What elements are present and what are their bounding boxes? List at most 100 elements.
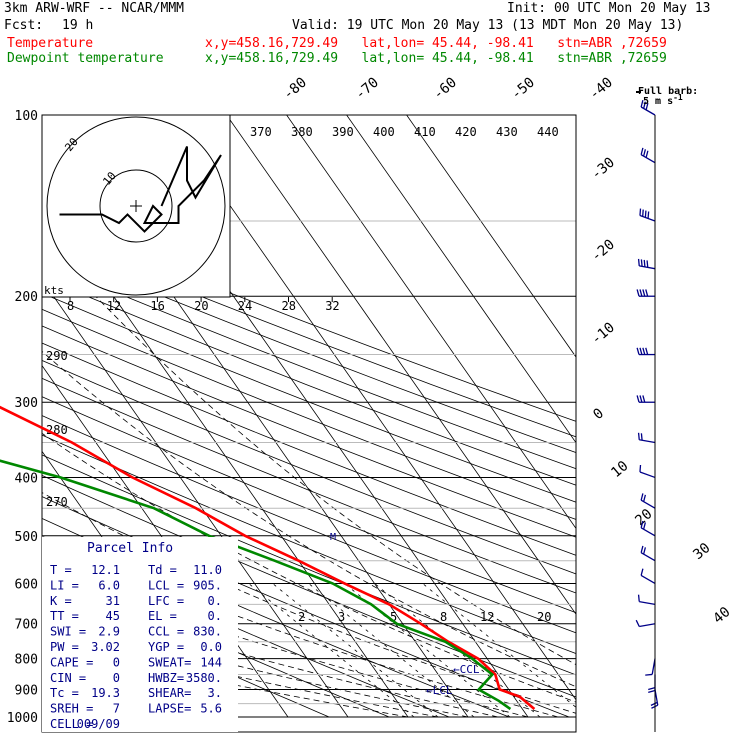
plot-frame xyxy=(41,114,577,733)
parcel-info-cell: 0. xyxy=(208,594,222,608)
hodograph-ring-outer xyxy=(46,116,226,296)
parcel-info-cell: 905. xyxy=(193,578,222,592)
isotherm-label: -70 xyxy=(352,75,382,104)
theta-label: 380 xyxy=(291,125,313,139)
parcel-info-cell: CCL = xyxy=(148,625,184,639)
mixing-ratio-label: 2 xyxy=(298,610,305,624)
forecast-label: Fcst: xyxy=(4,18,44,33)
parcel-info-cell: 0 xyxy=(113,671,120,685)
theta-label: 290 xyxy=(46,349,68,363)
wind-barb-flag xyxy=(645,289,649,297)
pressure-tick-label: 600 xyxy=(15,577,38,592)
parcel-info-cell: 3. xyxy=(208,686,222,700)
wind-barb-flag xyxy=(637,432,640,440)
theta-label: 410 xyxy=(414,125,436,139)
wind-barb-flag xyxy=(642,209,644,217)
sounding-series xyxy=(0,405,536,711)
mixing-ratio-label: 8 xyxy=(440,610,447,624)
parcel-info-cell: 31 xyxy=(106,594,120,608)
isotherm-label: -40 xyxy=(586,75,616,104)
ccl-marker: ←CCL xyxy=(453,663,480,676)
parcel-info-cell: SREH = xyxy=(50,702,93,716)
wind-barb-flag xyxy=(640,568,644,576)
theta-label: 440 xyxy=(537,125,559,139)
hodograph-inset: 10 20 xyxy=(41,114,231,298)
mixing-ratio-label: 12 xyxy=(480,610,494,624)
wind-barb-flag xyxy=(640,433,643,441)
wind-barb-flag xyxy=(644,210,647,218)
isotherm-line xyxy=(42,279,349,718)
speed-tick-label: 12 xyxy=(107,299,121,313)
theta-label: 370 xyxy=(250,125,272,139)
isotherm-label: 0 xyxy=(590,405,607,423)
wind-barb-flag xyxy=(639,208,642,216)
theta-label: 270 xyxy=(46,495,68,509)
parcel-info-cell: SWEAT= xyxy=(148,655,191,669)
moist-adiabat xyxy=(42,594,499,718)
speed-axis: kts 8 12 16 20 24 28 32 xyxy=(44,284,340,313)
mixing-ratio-line xyxy=(422,583,576,708)
isotherm-label: 20 xyxy=(632,506,655,529)
isotherm-line xyxy=(226,115,576,615)
speed-tick-label: 8 xyxy=(67,299,74,313)
wind-barb-staff xyxy=(639,623,656,628)
wind-barb-flag xyxy=(642,289,646,297)
dewpoint-legend: Dewpoint temperature xyxy=(7,51,164,66)
speed-tick-label: 16 xyxy=(150,299,164,313)
speed-tick-label: 32 xyxy=(325,299,339,313)
wind-barb-flag xyxy=(645,347,649,355)
wind-barb-flag xyxy=(643,149,647,157)
wind-barb-staff xyxy=(639,471,656,479)
wind-barb-flag xyxy=(648,687,656,691)
isotherm-label: -80 xyxy=(280,75,310,104)
wind-barb-flag xyxy=(642,347,646,355)
wind-barb-flag xyxy=(643,494,647,502)
parcel-info-cell: LI = xyxy=(50,578,79,592)
wind-barb-flag xyxy=(645,150,649,158)
dewpoint-profile xyxy=(0,459,512,711)
wind-barb-flag xyxy=(639,347,643,355)
temperature-profile xyxy=(0,405,536,710)
moist-adiabat xyxy=(42,535,559,718)
moist-adiabat xyxy=(42,492,576,714)
pressure-tick-label: 200 xyxy=(15,290,38,305)
parcel-info-cell: 19.3 xyxy=(91,686,120,700)
wind-barb-flag xyxy=(640,147,644,155)
parcel-info-cell: LFC = xyxy=(148,594,184,608)
parcel-info-cell: EL = xyxy=(148,609,177,623)
wind-barb-flag xyxy=(640,493,644,501)
parcel-info-cell: Tc = xyxy=(50,686,79,700)
isotherm-label: -60 xyxy=(430,75,460,104)
wind-barb-flag xyxy=(639,289,643,297)
parcel-info-title: Parcel Info xyxy=(87,541,173,556)
wind-barb-flag xyxy=(637,594,640,602)
wind-barb-flag xyxy=(636,395,640,403)
parcel-info-cell: 0. xyxy=(208,609,222,623)
parcel-info-cell: 3.02 xyxy=(91,640,120,654)
isotherm-label: 30 xyxy=(690,540,713,563)
theta-label: 390 xyxy=(332,125,354,139)
wind-barb-flag xyxy=(642,395,646,403)
parcel-info-cell: LCL = xyxy=(148,578,184,592)
wind-barb-flag xyxy=(650,701,658,706)
theta-label: 430 xyxy=(496,125,518,139)
parcel-info-cell: CIN = xyxy=(50,671,86,685)
isotherm-line xyxy=(406,115,576,358)
parcel-info-cell: 5.6 xyxy=(200,702,222,716)
pressure-tick-label: 100 xyxy=(15,109,38,124)
init-time: Init: 00 UTC Mon 20 May 13 xyxy=(507,1,711,16)
pressure-tick-label: 500 xyxy=(15,530,38,545)
isotherm-label: -10 xyxy=(588,320,618,349)
parcel-info-cell: SWI = xyxy=(50,625,86,639)
wind-barb-flag xyxy=(636,289,640,297)
parcel-info-cell: 3580. xyxy=(186,671,222,685)
parcel-info-cell: K = xyxy=(50,594,72,608)
pressure-tick-label: 700 xyxy=(15,618,38,633)
mixing-ratio-line xyxy=(248,583,415,718)
lcl-marker: ←LCL xyxy=(426,684,453,697)
parcel-info-cell: 0 xyxy=(113,655,120,669)
wind-barb-flag xyxy=(639,464,642,473)
theta-label: 400 xyxy=(373,125,395,139)
parcel-info-cell: 0.0 xyxy=(200,640,222,654)
